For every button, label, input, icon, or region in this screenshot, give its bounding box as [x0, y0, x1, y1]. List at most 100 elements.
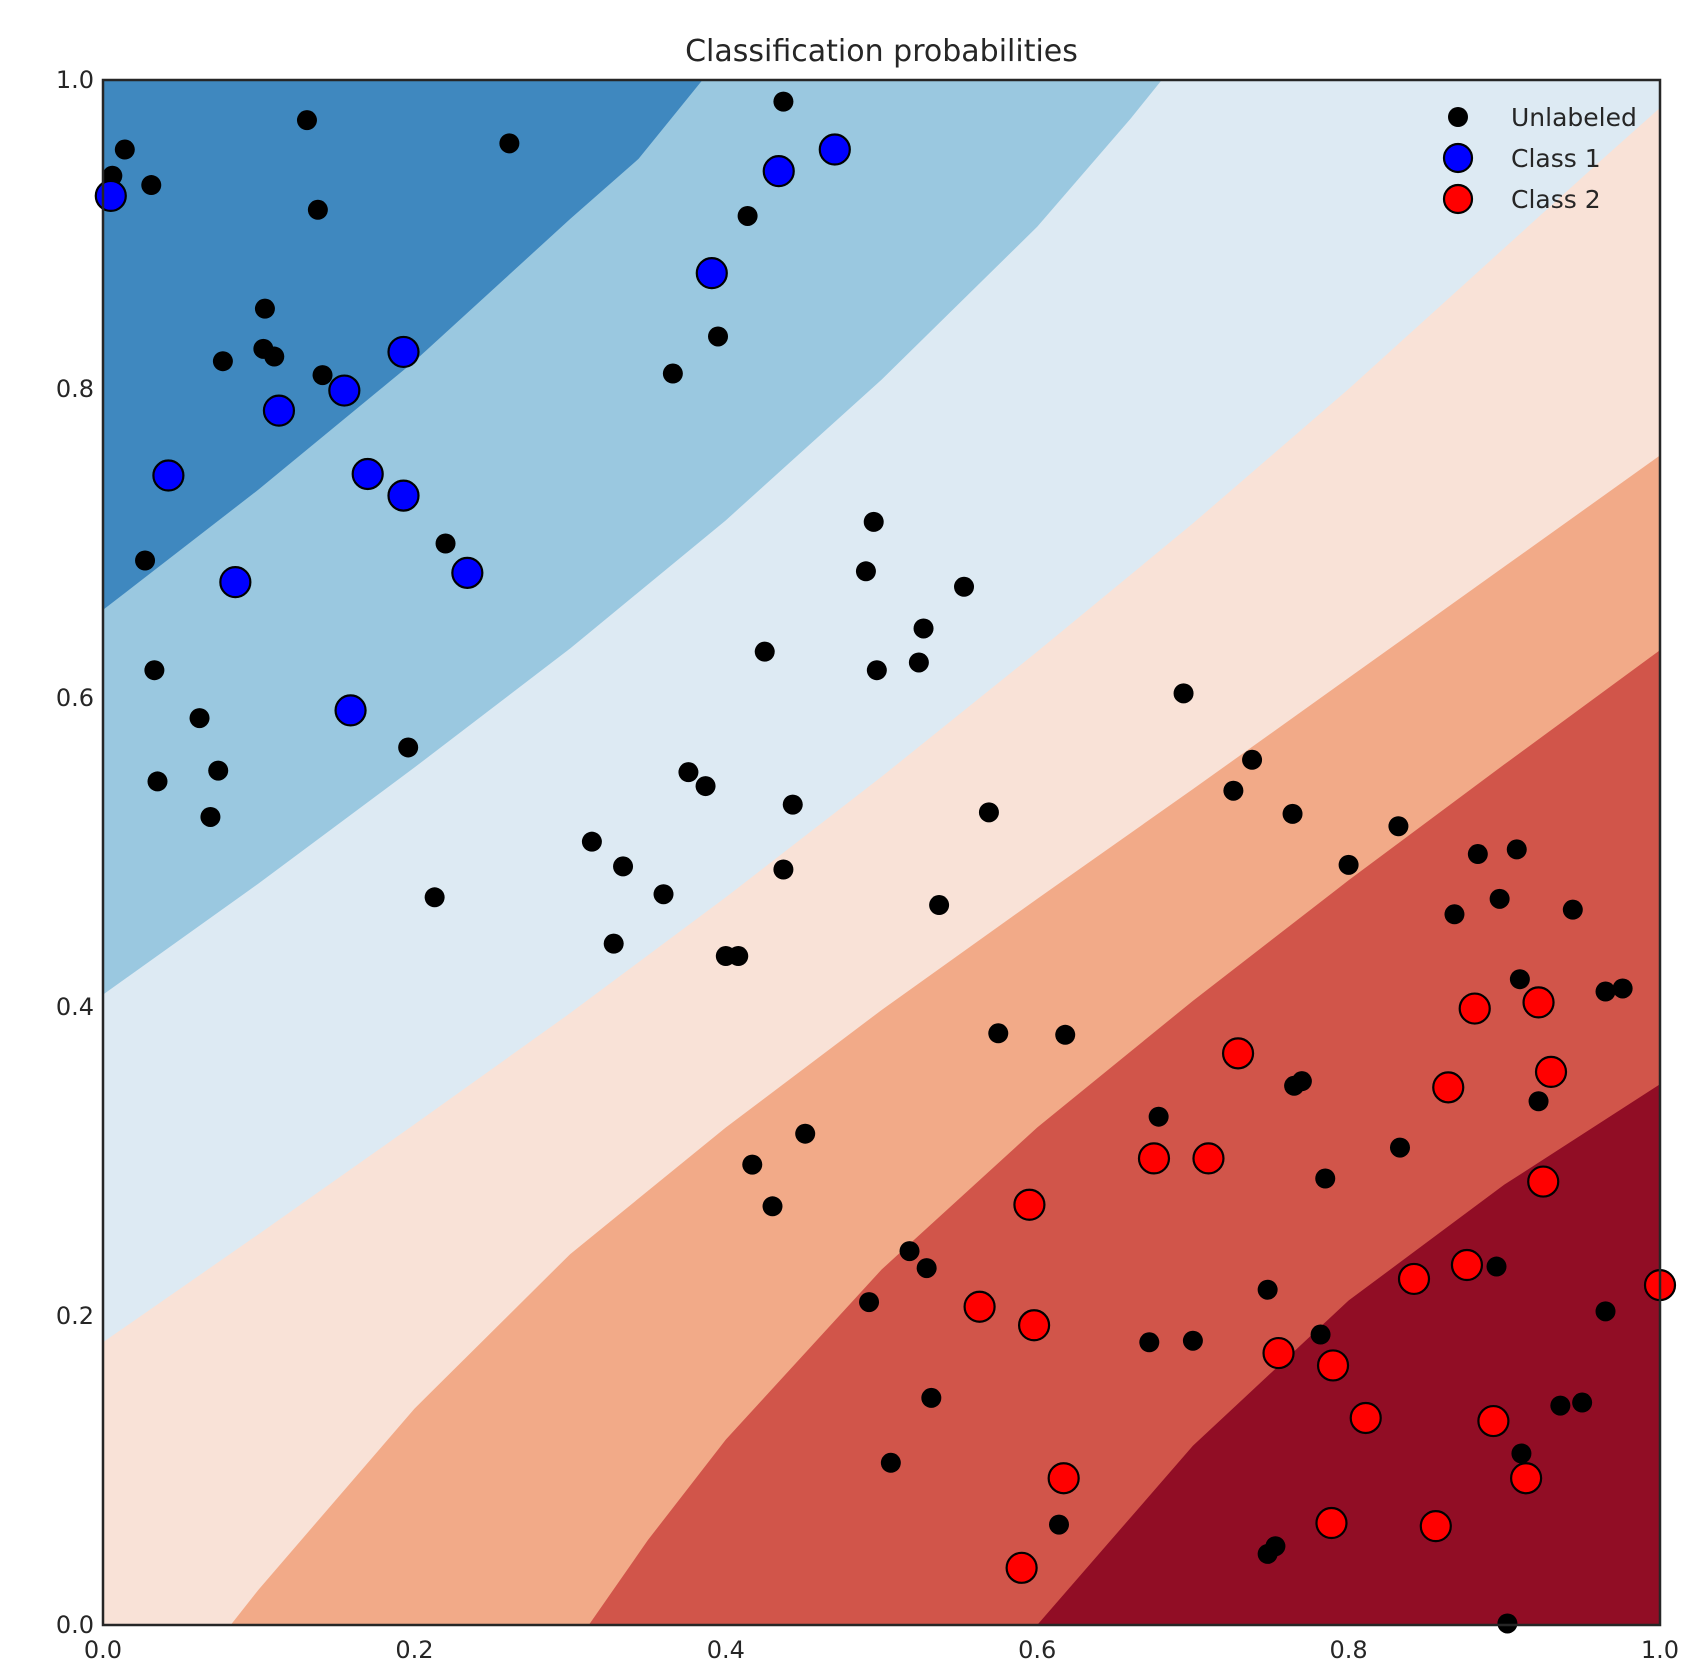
data-point	[1506, 839, 1527, 860]
chart-title: Classification probabilities	[685, 34, 1078, 69]
x-tick-label: 0.0	[84, 1636, 122, 1664]
data-point	[899, 1241, 920, 1262]
y-tick-label: 1.0	[56, 66, 94, 94]
data-point	[1316, 1349, 1350, 1382]
data-point	[1173, 683, 1194, 704]
data-point	[189, 708, 210, 729]
data-point	[978, 802, 999, 823]
data-point	[424, 887, 445, 908]
data-point	[1497, 1613, 1518, 1634]
data-point	[1291, 1071, 1312, 1092]
data-point	[929, 895, 950, 916]
data-point	[1534, 1055, 1568, 1088]
data-point	[762, 1196, 783, 1217]
y-tick-label: 0.6	[56, 684, 94, 712]
y-tick-label: 0.8	[56, 375, 94, 403]
y-tick-label: 0.4	[56, 993, 94, 1021]
y-tick-label: 0.0	[56, 1611, 94, 1639]
data-point	[1139, 1332, 1160, 1353]
data-point	[908, 652, 929, 673]
data-point	[1310, 1324, 1331, 1345]
data-point	[1315, 1168, 1336, 1189]
data-point	[818, 133, 851, 166]
data-point	[1048, 1514, 1069, 1535]
data-point	[1262, 1336, 1295, 1370]
data-point	[1486, 1256, 1507, 1277]
legend-marker	[1442, 142, 1474, 174]
data-point	[262, 394, 296, 427]
data-point	[1450, 1248, 1484, 1282]
contour-bands	[103, 80, 1660, 1625]
data-point	[742, 1154, 763, 1175]
data-point	[737, 205, 758, 226]
data-point	[1444, 904, 1465, 925]
data-point	[1338, 854, 1359, 875]
legend-label: Class 2	[1511, 185, 1601, 214]
data-point	[1432, 1071, 1465, 1104]
data-point	[1013, 1188, 1046, 1221]
data-point	[1315, 1506, 1348, 1540]
data-point	[1595, 1301, 1616, 1322]
data-point	[1047, 1462, 1080, 1495]
data-point	[916, 1258, 937, 1279]
data-point	[963, 1290, 996, 1323]
data-point	[307, 199, 328, 220]
data-point	[208, 760, 229, 781]
data-point	[954, 576, 975, 597]
data-point	[451, 556, 484, 589]
data-point	[351, 457, 384, 491]
data-point	[1282, 803, 1303, 824]
data-point	[147, 771, 168, 792]
data-point	[135, 550, 156, 571]
series-class-1	[94, 133, 851, 727]
data-point	[1572, 1392, 1593, 1413]
x-tick-label: 0.4	[707, 1636, 745, 1664]
data-point	[773, 91, 794, 112]
data-point	[1389, 1137, 1410, 1158]
data-point	[1005, 1551, 1038, 1584]
data-point	[435, 533, 456, 554]
series-unlabeled	[102, 91, 1633, 1634]
scatter-points	[94, 91, 1677, 1634]
data-point	[1257, 1543, 1278, 1564]
data-point	[1562, 899, 1583, 920]
x-tick-label: 1.0	[1641, 1636, 1679, 1664]
data-point	[114, 139, 135, 160]
data-point	[152, 459, 185, 492]
x-tick-label: 0.6	[1018, 1636, 1056, 1664]
data-point	[387, 335, 420, 369]
x-tick-label: 0.8	[1330, 1636, 1368, 1664]
data-point	[921, 1387, 942, 1408]
data-point	[762, 155, 795, 188]
data-point	[1527, 1165, 1560, 1198]
plot-frame	[101, 78, 1662, 1627]
legend-label: Class 1	[1511, 144, 1601, 173]
data-point	[1397, 1262, 1431, 1296]
data-point	[695, 257, 728, 290]
data-point	[1055, 1024, 1076, 1045]
x-axis-ticks: 0.0 0.2 0.4 0.6 0.8 1.0	[84, 1636, 1679, 1664]
data-point	[603, 933, 624, 954]
data-point	[859, 1292, 880, 1313]
data-point	[1458, 992, 1491, 1025]
data-point	[1522, 986, 1555, 1019]
data-point	[880, 1452, 901, 1473]
data-point	[1017, 1309, 1051, 1342]
data-point	[219, 566, 252, 599]
data-point	[1509, 1462, 1543, 1495]
data-point	[1242, 749, 1263, 770]
data-point	[212, 351, 233, 372]
data-point	[1550, 1395, 1571, 1416]
data-point	[708, 326, 729, 347]
data-point	[1595, 981, 1616, 1002]
data-point	[1489, 888, 1510, 909]
y-axis-ticks: 0.0 0.2 0.4 0.6 0.8 1.0	[56, 66, 94, 1639]
data-point	[782, 794, 803, 815]
data-point	[913, 618, 934, 639]
data-point	[863, 511, 884, 532]
data-point	[1192, 1142, 1225, 1175]
data-point	[1467, 844, 1488, 865]
legend-marker	[1448, 107, 1468, 127]
data-point	[1477, 1404, 1510, 1438]
